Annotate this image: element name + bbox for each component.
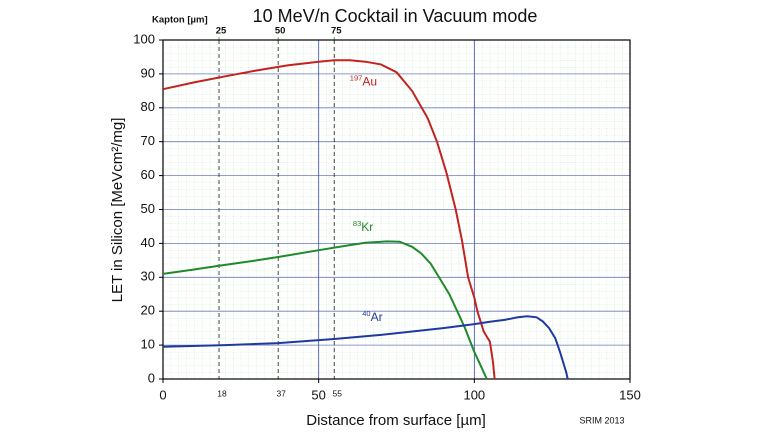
series-name: Kr <box>361 220 373 234</box>
marker-label: 55 <box>332 388 342 398</box>
plot-frame <box>162 39 631 380</box>
x-tick-label: 0 <box>159 387 166 402</box>
series-mass: 83 <box>353 219 361 228</box>
series-label: 197Au <box>350 73 377 88</box>
series-label: 83Kr <box>353 219 373 234</box>
x-tick-label: 150 <box>619 387 641 402</box>
y-tick-label: 80 <box>141 99 155 114</box>
series-mass: 40 <box>362 309 370 318</box>
top-tick-label: 75 <box>331 26 342 37</box>
y-tick-label: 30 <box>141 269 155 284</box>
top-tick-label: 50 <box>275 26 286 37</box>
y-tick-label: 0 <box>148 370 155 385</box>
y-axis-label: LET in Silicon [MeVcm²/mg] <box>109 118 126 303</box>
y-tick-label: 90 <box>141 65 155 80</box>
y-tick-label: 50 <box>141 201 155 216</box>
y-tick-label: 60 <box>141 167 155 182</box>
y-tick-label: 40 <box>141 235 155 250</box>
series-name: Au <box>362 75 377 89</box>
top-tick-label: 25 <box>216 26 227 37</box>
series-label: 40Ar <box>362 309 382 324</box>
y-tick-label: 70 <box>141 133 155 148</box>
y-tick-label: 20 <box>141 303 155 318</box>
top-axis-label: Kapton [µm] <box>152 15 208 26</box>
series-line <box>162 59 496 380</box>
y-tick-label: 10 <box>141 337 155 352</box>
chart-title: 10 MeV/n Cocktail in Vacuum mode <box>253 6 538 26</box>
marker-label: 37 <box>276 388 286 398</box>
marker-label: 18 <box>217 388 227 398</box>
footer: SRIM 2013 <box>579 415 624 425</box>
series-name: Ar <box>371 310 383 324</box>
y-tick-label: 100 <box>133 31 155 46</box>
series-line <box>162 315 569 380</box>
x-tick-label: 100 <box>463 387 485 402</box>
series-mass: 197 <box>350 73 363 82</box>
x-tick-label: 50 <box>311 387 325 402</box>
x-axis-label: Distance from surface [µm] <box>306 412 486 429</box>
